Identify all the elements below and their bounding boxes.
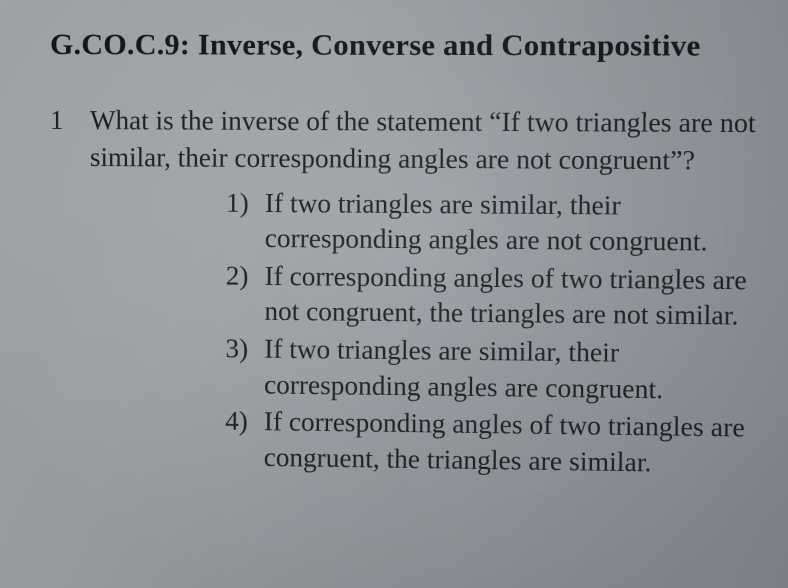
question-stem: What is the inverse of the statement “If… [90, 102, 769, 180]
choice-number: 1) [200, 185, 265, 221]
answer-choices: 1) If two triangles are similar, their c… [199, 185, 768, 482]
choice-2: 2) If corresponding angles of two triang… [200, 258, 767, 335]
choice-text: If corresponding angles of two triangles… [264, 405, 765, 483]
choice-text: If corresponding angles of two triangles… [264, 259, 767, 335]
question-row: 1 What is the inverse of the statement “… [50, 102, 769, 180]
choice-1: 1) If two triangles are similar, their c… [200, 185, 768, 261]
question-number: 1 [50, 102, 90, 139]
choice-4: 4) If corresponding angles of two triang… [199, 404, 765, 483]
choice-text: If two triangles are similar, their corr… [264, 332, 766, 409]
choice-text: If two triangles are similar, their corr… [265, 185, 768, 260]
choice-number: 2) [200, 258, 265, 294]
section-heading: G.CO.C.9: Inverse, Converse and Contrapo… [50, 28, 770, 64]
choice-number: 4) [200, 404, 264, 440]
choice-3: 3) If two triangles are similar, their c… [200, 331, 766, 409]
choice-number: 3) [200, 331, 265, 367]
worksheet-page: G.CO.C.9: Inverse, Converse and Contrapo… [0, 0, 788, 505]
